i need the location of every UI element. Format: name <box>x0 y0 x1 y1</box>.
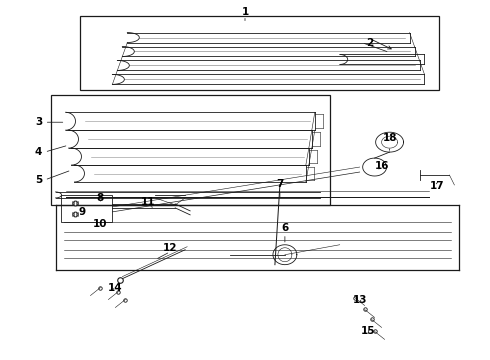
Text: 18: 18 <box>382 133 397 143</box>
Text: 12: 12 <box>163 243 177 253</box>
Text: 4: 4 <box>35 147 42 157</box>
Text: 9: 9 <box>79 207 86 217</box>
Text: 17: 17 <box>430 181 445 191</box>
Text: 10: 10 <box>93 219 108 229</box>
Text: 1: 1 <box>242 6 248 17</box>
Text: 15: 15 <box>361 327 375 336</box>
Text: 6: 6 <box>281 223 289 233</box>
Text: 7: 7 <box>276 179 284 189</box>
Bar <box>50 95 330 205</box>
Text: 8: 8 <box>97 193 104 203</box>
Text: 11: 11 <box>141 197 155 207</box>
Text: 16: 16 <box>374 161 389 171</box>
Text: 3: 3 <box>35 117 42 127</box>
Text: 14: 14 <box>108 283 122 293</box>
Text: 5: 5 <box>35 175 42 185</box>
Text: 13: 13 <box>352 294 367 305</box>
Text: 2: 2 <box>366 37 373 48</box>
Bar <box>61 195 112 222</box>
Bar <box>80 15 440 90</box>
